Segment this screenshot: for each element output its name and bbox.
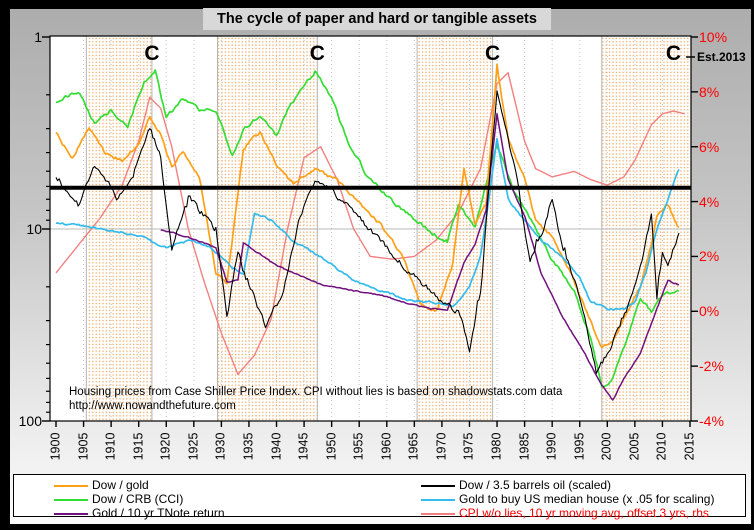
x-axis-tick-label: 1940 [269,432,284,461]
x-axis-tick-label: 1955 [351,432,366,461]
x-axis-tick-label: 2010 [654,432,669,461]
x-axis-tick-label: 1950 [324,432,339,461]
legend-item: CPI w/o lies, 10 yr moving avg, offset 3… [14,507,745,520]
x-axis-tick-label: 2015 [682,432,697,461]
left-axis-tick-label: 10 [26,221,42,237]
x-axis-tick-label: 1935 [241,432,256,461]
cycle-peak-marker: C [485,42,501,65]
legend-label: Gold / 10 yr TNote return [92,506,225,520]
right-axis-tick-label: 8% [699,83,720,100]
legend-label: Dow / 3.5 barrels oil (scaled) [459,478,612,492]
x-axis-tick-label: 1945 [296,432,311,461]
chart-title: The cycle of paper and hard or tangible … [203,8,551,30]
x-axis-tick-label: 1965 [406,432,421,461]
cycle-peak-marker: C [144,42,160,65]
right-axis-tick-label: -2% [699,358,724,375]
legend-label: Dow / CRB (CCI) [92,492,184,506]
series-line-3 [55,90,680,374]
legend-line-swatch [54,485,88,487]
right-axis-tick-label: 6% [699,138,720,155]
x-axis-tick-label: 1915 [131,432,146,461]
x-axis-tick-label: 1990 [544,432,559,461]
x-axis-tick-label: 1920 [158,432,173,461]
series-line-2 [160,112,680,401]
series-line-0 [55,63,680,349]
legend: Dow / gold Dow / CRB (CCI) Gold / 10 yr TN… [13,474,746,520]
legend-label: Gold to buy US median house (x .05 for s… [459,492,715,506]
right-axis-tick-label: -4% [699,413,724,429]
series-line-5 [55,71,685,376]
right-axis-tick-label: 10% [699,29,728,45]
series-line-1 [55,69,680,388]
legend-line-swatch [54,513,88,515]
x-axis-tick-label: 1995 [572,432,587,461]
x-axis-tick-label: 1970 [434,432,449,461]
x-axis-tick-label: 1905 [76,432,91,461]
cycle-peak-marker: C [309,42,325,65]
x-axis-tick-label: 2000 [599,432,614,461]
x-axis-tick-label: 1930 [213,432,228,461]
x-axis-tick-label: 1960 [379,432,394,461]
legend-item: Dow / gold [14,479,745,492]
right-axis-tick-label: 2% [699,248,720,265]
left-axis-tick-label: 100 [18,413,42,429]
legend-label: Dow / gold [92,478,149,492]
legend-item: Gold to buy US median house (x .05 for s… [14,493,745,506]
x-axis-tick-label: 1900 [48,432,63,461]
legend-line-swatch [54,499,88,501]
annotation-line-2: http://www.nowandthefuture.com [69,400,236,412]
annotation-line-1: Housing prices from Case Shiller Price I… [69,386,563,398]
legend-line-swatch [421,513,455,515]
legend-line-swatch [421,485,455,487]
x-axis-tick-label: 1980 [489,432,504,461]
series-line-4 [56,137,680,311]
left-axis-tick-label: 1 [34,29,42,45]
x-axis-tick-label: 1985 [517,432,532,461]
legend-label: CPI w/o lies, 10 yr moving avg, offset 3… [459,506,709,520]
legend-item: Gold / 10 yr TNote return [14,507,745,520]
legend-line-swatch [421,499,455,501]
x-axis-tick-label: 1925 [186,432,201,461]
legend-item: Dow / CRB (CCI) [14,493,745,506]
x-axis-tick-label: 2005 [627,432,642,461]
right-axis-tick-label: 4% [699,193,720,210]
est-2013-label: Est.2013 [697,50,746,64]
x-axis-tick-label: 1910 [103,432,118,461]
cycle-peak-marker: C [665,42,682,65]
right-axis-tick-label: 0% [699,303,720,320]
x-axis-tick-label: 1975 [461,432,476,461]
legend-item: Dow / 3.5 barrels oil (scaled) [14,479,745,492]
